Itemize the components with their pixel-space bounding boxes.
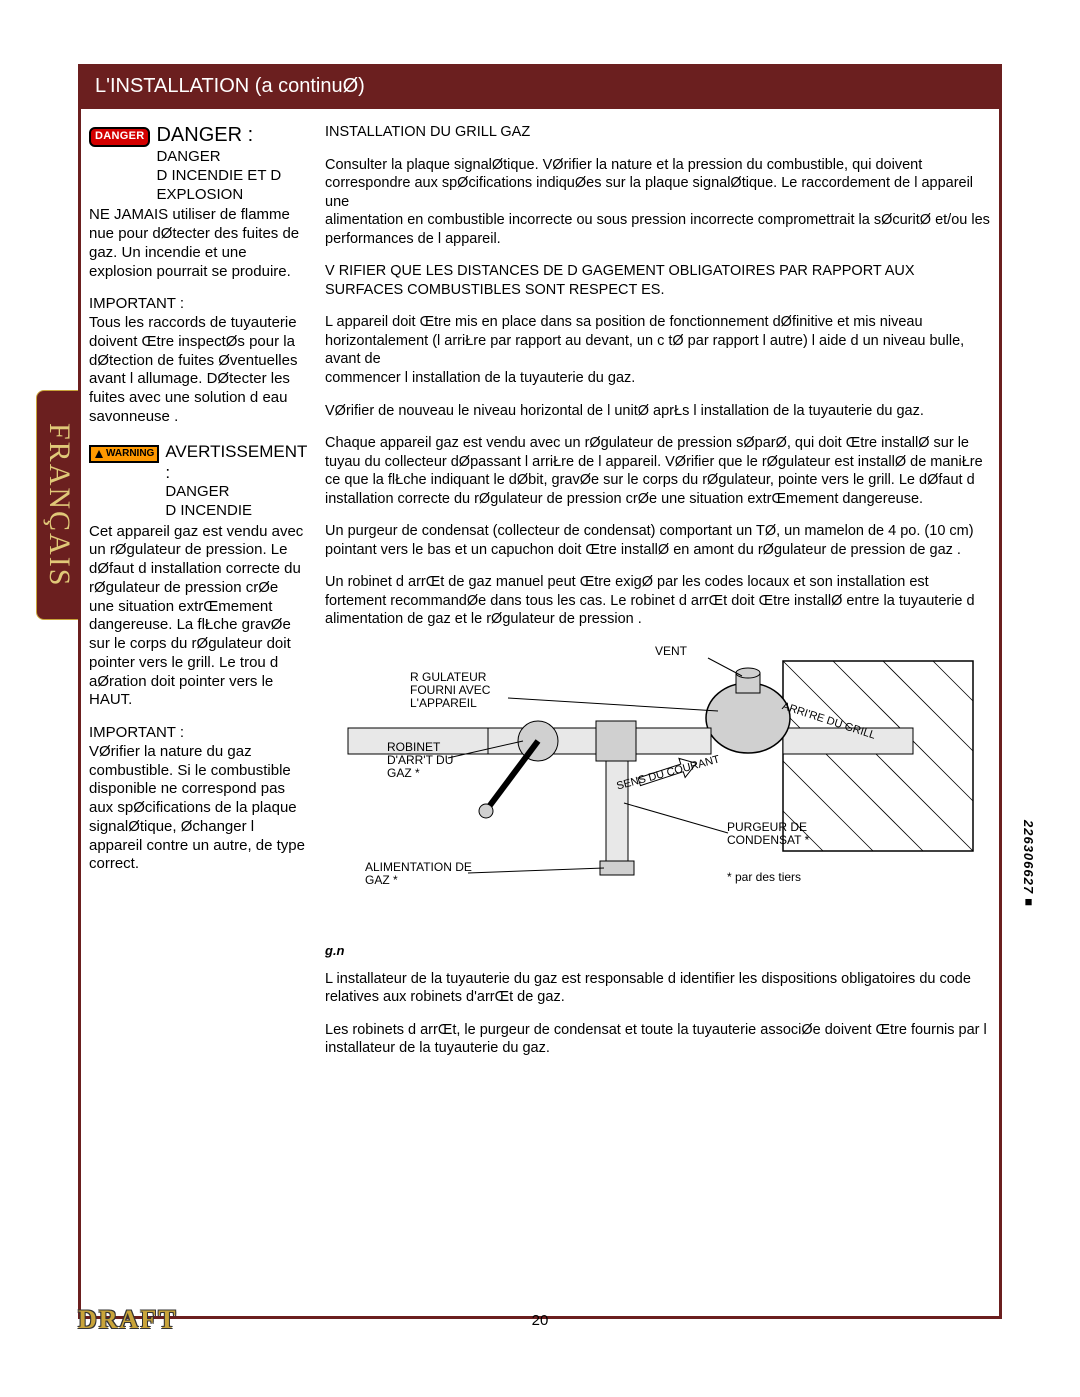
gas-diagram: VENT R GULATEUR FOURNI AVEC L'APPAREIL R… — [325, 643, 991, 933]
warning-sub1: DANGER — [165, 483, 307, 502]
para7: Un robinet d arrŒt de gaz manuel peut Œt… — [325, 573, 991, 629]
important1-block: IMPORTANT : Tous les raccords de tuyaute… — [89, 295, 307, 426]
content-area: DANGER DANGER : DANGER D INCENDIE ET D E… — [81, 109, 999, 1072]
danger-title: DANGER : — [156, 123, 307, 148]
left-column: DANGER DANGER : DANGER D INCENDIE ET D E… — [89, 123, 307, 1072]
label-note: * par des tiers — [727, 871, 801, 884]
warning-body: Cet appareil gaz est vendu avec un rØgul… — [89, 523, 307, 711]
figure-label: g.n — [325, 943, 991, 960]
page-frame: L'INSTALLATION (a continuØ) DANGER DANGE… — [78, 64, 1002, 1319]
label-shutoff: ROBINET D'ARR'T DU GAZ * — [387, 741, 467, 781]
right-column: INSTALLATION DU GRILL GAZ Consulter la p… — [325, 123, 991, 1072]
right-heading: INSTALLATION DU GRILL GAZ — [325, 123, 991, 142]
label-regulator: R GULATEUR FOURNI AVEC L'APPAREIL — [410, 671, 520, 711]
para3: L appareil doit Œtre mis en place dans s… — [325, 313, 991, 387]
danger-icon: DANGER — [89, 127, 150, 147]
important2-block: IMPORTANT : VØrifier la nature du gaz co… — [89, 724, 307, 874]
label-vent: VENT — [655, 645, 687, 658]
important1-body: Tous les raccords de tuyauterie doivent … — [89, 314, 307, 427]
label-supply: ALIMENTATION DE GAZ * — [365, 861, 475, 887]
para8: L installateur de la tuyauterie du gaz e… — [325, 970, 991, 1007]
para5: Chaque appareil gaz est vendu avec un rØ… — [325, 434, 991, 508]
important1-title: IMPORTANT : — [89, 295, 307, 314]
section-header: L'INSTALLATION (a continuØ) — [81, 67, 999, 109]
side-code: 226306627■ — [1021, 820, 1036, 910]
warning-sub2: D INCENDIE — [165, 502, 307, 521]
danger-sub1: DANGER — [156, 148, 307, 167]
section-title: L'INSTALLATION (a continuØ) — [95, 75, 365, 97]
para4: VØrifier de nouveau le niveau horizontal… — [325, 402, 991, 421]
danger-block: DANGER DANGER : DANGER D INCENDIE ET D E… — [89, 123, 307, 281]
important2-body: VØrifier la nature du gaz combustible. S… — [89, 743, 307, 874]
warning-block: WARNING AVERTISSEMENT : DANGER D INCENDI… — [89, 441, 307, 711]
important2-title: IMPORTANT : — [89, 724, 307, 743]
warning-title: AVERTISSEMENT : — [165, 441, 307, 484]
danger-sub2: D INCENDIE ET D EXPLOSION — [156, 167, 307, 205]
page-number: 20 — [0, 1312, 1080, 1329]
para6: Un purgeur de condensat (collecteur de c… — [325, 522, 991, 559]
para2: V RIFIER QUE LES DISTANCES DE D GAGEMENT… — [325, 262, 991, 299]
warning-icon: WARNING — [89, 445, 159, 464]
para9: Les robinets d arrŒt, le purgeur de cond… — [325, 1021, 991, 1058]
para1: Consulter la plaque signalØtique. VØrifi… — [325, 156, 991, 249]
label-drip: PURGEUR DE CONDENSAT * — [727, 821, 837, 847]
language-tab: FRANÇAIS — [36, 390, 82, 620]
danger-body: NE JAMAIS utiliser de flamme nue pour dØ… — [89, 206, 307, 281]
language-tab-label: FRANÇAIS — [42, 423, 76, 587]
